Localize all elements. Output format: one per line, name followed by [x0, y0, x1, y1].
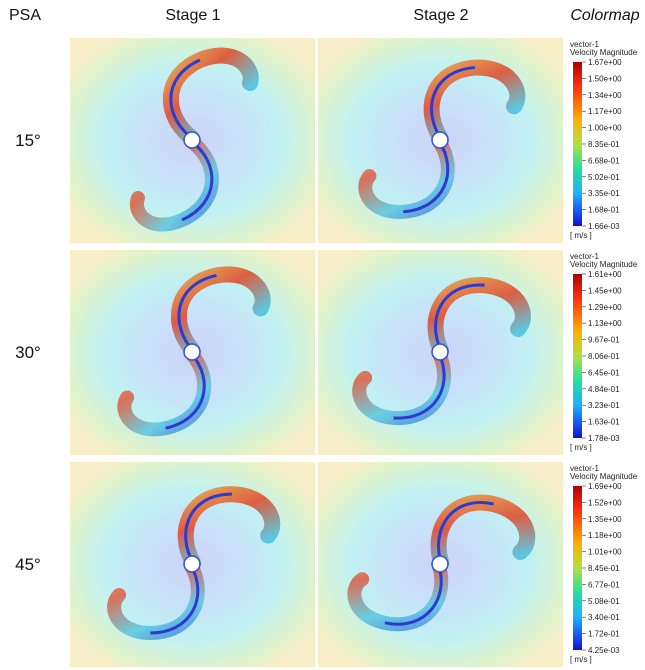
colorbar-label: 1.18e+00 — [588, 531, 622, 540]
vector-plot — [70, 462, 315, 667]
legend-title: vector-1 — [570, 252, 599, 261]
row-label: 45° — [15, 555, 41, 574]
blades — [107, 486, 281, 641]
colorbar — [573, 274, 582, 438]
hub — [183, 343, 201, 361]
colorbar-label: 6.45e-01 — [588, 368, 620, 377]
legend-subtitle: Velocity Magnitude — [570, 48, 638, 57]
header-stage1: Stage 1 — [165, 7, 220, 24]
blade — [165, 352, 206, 430]
blades — [358, 59, 526, 219]
blades — [129, 47, 259, 232]
blades — [117, 266, 271, 437]
colorbar-label: 1.67e+00 — [588, 58, 622, 67]
colorbar-label: 1.45e+00 — [588, 286, 622, 295]
legend-subtitle: Velocity Magnitude — [570, 472, 638, 481]
vector-plot — [70, 250, 315, 455]
colorbar-label: 1.00e+00 — [588, 124, 622, 133]
colorbar-label: 3.40e-01 — [588, 613, 620, 622]
legend-unit: [ m/s ] — [570, 443, 592, 452]
legend-unit: [ m/s ] — [570, 655, 592, 664]
colorbar-label: 8.35e-01 — [588, 140, 620, 149]
blade — [169, 58, 201, 140]
hub — [183, 131, 201, 149]
header-stage2: Stage 2 — [413, 7, 468, 24]
colorbar-label: 1.68e-01 — [588, 206, 620, 215]
colorbar-label: 3.35e-01 — [588, 189, 620, 198]
vector-plot — [70, 38, 315, 243]
blade — [393, 353, 446, 420]
colorbar-label: 3.23e-01 — [588, 401, 620, 410]
legend-subtitle: Velocity Magnitude — [570, 260, 638, 269]
blade — [177, 273, 217, 352]
colorbar-label: 1.13e+00 — [588, 319, 622, 328]
legend-title: vector-1 — [570, 40, 599, 49]
row-label: 15° — [15, 131, 41, 150]
blade — [437, 501, 494, 563]
hub — [431, 131, 449, 149]
colorbar-label: 1.52e+00 — [588, 498, 622, 507]
colorbar-label: 5.02e-01 — [588, 173, 620, 182]
blades — [347, 494, 536, 632]
colorbar-label: 1.50e+00 — [588, 74, 622, 83]
colorbar-label: 4.25e-03 — [588, 646, 620, 655]
colorbar — [573, 486, 582, 650]
colorbar-label: 1.63e-01 — [588, 418, 620, 427]
blade — [384, 565, 443, 626]
colorbar-label: 1.34e+00 — [588, 91, 622, 100]
colorbar-label: 1.35e+00 — [588, 515, 622, 524]
colorbar-label: 8.06e-01 — [588, 352, 620, 361]
colorbar-label: 1.01e+00 — [588, 548, 622, 557]
row-label: 30° — [15, 343, 41, 362]
vector-plot — [318, 250, 563, 455]
colorbar-label: 1.72e-01 — [588, 630, 620, 639]
colorbar-label: 1.66e-03 — [588, 222, 620, 231]
header-psa: PSA — [9, 7, 41, 24]
colorbar-label: 4.84e-01 — [588, 385, 620, 394]
colorbar-label: 9.67e-01 — [588, 336, 620, 345]
blade — [434, 283, 485, 351]
legend-title: vector-1 — [570, 464, 599, 473]
colorbar-label: 1.69e+00 — [588, 482, 622, 491]
blade — [403, 141, 450, 214]
vector-plot — [318, 38, 563, 243]
colorbar-label: 6.77e-01 — [588, 580, 620, 589]
colorbar-label: 5.08e-01 — [588, 597, 620, 606]
colorbar-label: 6.68e-01 — [588, 156, 620, 165]
colorbar — [573, 62, 582, 226]
header-colormap: Colormap — [570, 7, 639, 24]
colorbar-label: 8.45e-01 — [588, 564, 620, 573]
blade — [430, 66, 475, 139]
blade — [184, 492, 232, 563]
colorbar-label: 1.29e+00 — [588, 303, 622, 312]
hub — [183, 555, 201, 573]
vector-plot — [318, 462, 563, 667]
legend-unit: [ m/s ] — [570, 231, 592, 240]
blades — [352, 277, 531, 425]
colorbar-label: 1.17e+00 — [588, 107, 622, 116]
colorbar-label: 1.78e-03 — [588, 434, 620, 443]
colorbar-label: 1.61e+00 — [588, 270, 622, 279]
hub — [431, 555, 449, 573]
blade — [181, 140, 214, 222]
blade — [150, 565, 200, 635]
hub — [431, 343, 449, 361]
